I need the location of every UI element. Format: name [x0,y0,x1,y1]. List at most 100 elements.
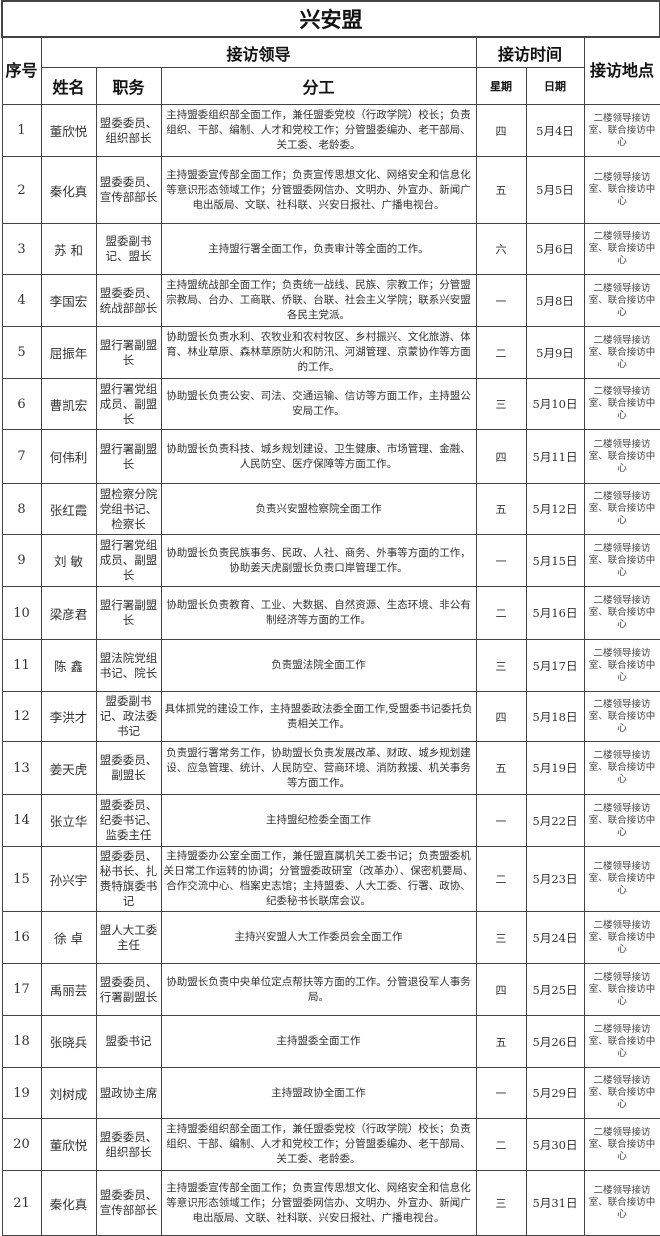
cell-seq: 9 [1,534,42,587]
cell-place: 二楼领导接访室、联合接访中心 [583,156,660,224]
cell-place: 二楼领导接访室、联合接访中心 [583,963,660,1016]
table-row: 13 姜天虎 盟委委员、副盟长 负责盟行署常务工作，协助盟长负责发展改革、财政、城乡规… [1,741,660,795]
cell-place: 二楼领导接访室、联合接访中心 [583,223,660,275]
cell-date: 5月30日 [525,1118,585,1171]
cell-name: 董欣悦 [40,1118,97,1171]
header-seq: 序号 [1,36,42,105]
cell-duty: 协助盟长负责公安、司法、交通运输、信访等方面工作，主持盟公安局工作。 [160,378,477,430]
cell-name: 屈振年 [40,326,97,379]
cell-duty: 协助盟长负责科技、城乡规划建设、卫生健康、市场管理、金融、人民防空、医疗保障等方… [160,429,477,484]
cell-name: 张晓兵 [40,1015,97,1068]
cell-date: 5月17日 [525,639,585,692]
cell-date: 5月9日 [525,326,585,379]
cell-seq: 13 [1,741,42,795]
cell-date: 5月6日 [525,223,585,275]
table-row: 16 徐 卓盟人大工委主任 主持兴安盟人大工作委员会全面工作三 5月24日 二楼领导接访… [1,911,660,964]
cell-date: 5月26日 [525,1015,585,1068]
cell-place: 二楼领导接访室、联合接访中心 [583,378,660,430]
cell-position: 盟委副书记、盟长 [95,223,162,275]
cell-date: 5月24日 [525,911,585,964]
table-row: 19 刘树成 盟政协主席 主持盟政协全面工作一 5月29日 二楼领导接访室、联合接访中心 [1,1067,660,1119]
cell-date: 5月11日 [525,429,585,484]
cell-seq: 19 [1,1067,42,1119]
cell-name: 李国宏 [40,274,97,327]
cell-name: 李洪才 [40,691,97,742]
cell-name: 陈 鑫 [40,639,97,692]
cell-duty: 主持盟委宣传部全面工作；负责宣传思想文化、网络安全和信息化等意识形态领域工作；分… [160,1170,477,1236]
cell-weekday: 二 [475,586,527,640]
cell-position: 盟委副书记、政法委书记 [95,691,162,742]
cell-weekday: 三 [475,911,527,964]
cell-seq: 17 [1,963,42,1016]
cell-duty: 负责兴安盟检察院全面工作 [160,483,477,535]
cell-duty: 主持盟委办公室全面工作，兼任盟直属机关工委书记；负责盟委机关日常工作运转的协调；… [160,846,477,912]
cell-date: 5月5日 [525,156,585,224]
cell-name: 刘 敏 [40,534,97,587]
cell-weekday: 三 [475,378,527,430]
header-leader: 接访领导 [40,36,477,68]
cell-weekday: 一 [475,794,527,847]
table-row: 1 董欣悦 盟委委员、组织部长 主持盟委组织部全面工作，兼任盟委党校（行政学院）校长；… [1,104,660,157]
table-row: 21 秦化真 盟委委员、宣传部部长 主持盟委宣传部全面工作；负责宣传思想文化、网络安全… [1,1170,660,1236]
cell-name: 曹凯宏 [40,378,97,430]
cell-position: 盟委委员、行署副盟长 [95,963,162,1016]
table-row: 20 董欣悦 盟委委员、组织部长 主持盟委组织部全面工作，兼任盟委党校（行政学院）校长… [1,1118,660,1171]
cell-name: 苏 和 [40,223,97,275]
cell-place: 二楼领导接访室、联合接访中心 [583,691,660,742]
table-row: 17 禹丽芸 盟委委员、行署副盟长 协助盟长负责中央单位定点帮扶等方面的工作。分管退役… [1,963,660,1016]
cell-place: 二楼领导接访室、联合接访中心 [583,639,660,692]
cell-weekday: 三 [475,1170,527,1236]
cell-date: 5月18日 [525,691,585,742]
cell-name: 姜天虎 [40,741,97,795]
cell-weekday: 四 [475,691,527,742]
cell-place: 二楼领导接访室、联合接访中心 [583,911,660,964]
cell-duty: 协助盟长负责中央单位定点帮扶等方面的工作。分管退役军人事务局。 [160,963,477,1016]
cell-place: 二楼领导接访室、联合接访中心 [583,483,660,535]
table-row: 14 张立华 盟委委员、纪委书记、监委主任 主持盟纪检委全面工作一 5月22日 二楼领导接… [1,794,660,847]
header-position: 职务 [95,67,162,105]
cell-place: 二楼领导接访室、联合接访中心 [583,1067,660,1119]
cell-seq: 6 [1,378,42,430]
cell-name: 孙兴宇 [40,846,97,912]
cell-position: 盟委委员、组织部长 [95,104,162,157]
cell-duty: 负责盟行署常务工作，协助盟长负责发展改革、财政、城乡规划建设、应急管理、统计、人… [160,741,477,795]
cell-seq: 18 [1,1015,42,1068]
table-row: 6 曹凯宏 盟行署党组成员、副盟长 协助盟长负责公安、司法、交通运输、信访等方面工作，… [1,378,660,430]
cell-position: 盟人大工委主任 [95,911,162,964]
cell-position: 盟委委员、组织部长 [95,1118,162,1171]
cell-duty: 主持盟委组织部全面工作，兼任盟委党校（行政学院）校长；负责组织、干部、编制、人才… [160,1118,477,1171]
table-row: 4 李国宏 盟委委员、统战部部长 主持盟统战部全面工作；负责统一战线、民族、宗教工作；… [1,274,660,327]
cell-seq: 5 [1,326,42,379]
cell-duty: 协助盟长负责教育、工业、大数据、自然资源、生态环境、非公有制经济等方面的工作。 [160,586,477,640]
cell-position: 盟行署副盟长 [95,326,162,379]
cell-weekday: 三 [475,639,527,692]
cell-duty: 主持盟行署全面工作，负责审计等全面的工作。 [160,223,477,275]
cell-place: 二楼领导接访室、联合接访中心 [583,1118,660,1171]
cell-seq: 11 [1,639,42,692]
cell-position: 盟委书记 [95,1015,162,1068]
cell-weekday: 四 [475,429,527,484]
cell-duty: 协助盟长负责水利、农牧业和农村牧区、乡村振兴、文化旅游、体育、林业草原、森林草原… [160,326,477,379]
cell-name: 禹丽芸 [40,963,97,1016]
cell-seq: 1 [1,104,42,157]
cell-date: 5月23日 [525,846,585,912]
cell-position: 盟检察分院党组书记、检察长 [95,483,162,535]
page-title: 兴安盟 [0,0,660,38]
header-time: 接访时间 [475,36,585,68]
table-body: 1 董欣悦 盟委委员、组织部长 主持盟委组织部全面工作，兼任盟委党校（行政学院）校长；… [1,104,660,1236]
cell-name: 张红霞 [40,483,97,535]
cell-place: 二楼领导接访室、联合接访中心 [583,794,660,847]
cell-date: 5月19日 [525,741,585,795]
header-weekday: 星期 [475,67,527,105]
cell-position: 盟委委员、秘书长、扎赉特旗委书记 [95,846,162,912]
cell-seq: 12 [1,691,42,742]
cell-date: 5月15日 [525,534,585,587]
cell-duty: 主持盟委全面工作 [160,1015,477,1068]
header-duty: 分工 [160,67,477,105]
cell-seq: 2 [1,156,42,224]
cell-weekday: 一 [475,274,527,327]
cell-position: 盟政协主席 [95,1067,162,1119]
table-row: 18 张晓兵 盟委书记 主持盟委全面工作五 5月26日 二楼领导接访室、联合接访中心 [1,1015,660,1068]
cell-place: 二楼领导接访室、联合接访中心 [583,104,660,157]
